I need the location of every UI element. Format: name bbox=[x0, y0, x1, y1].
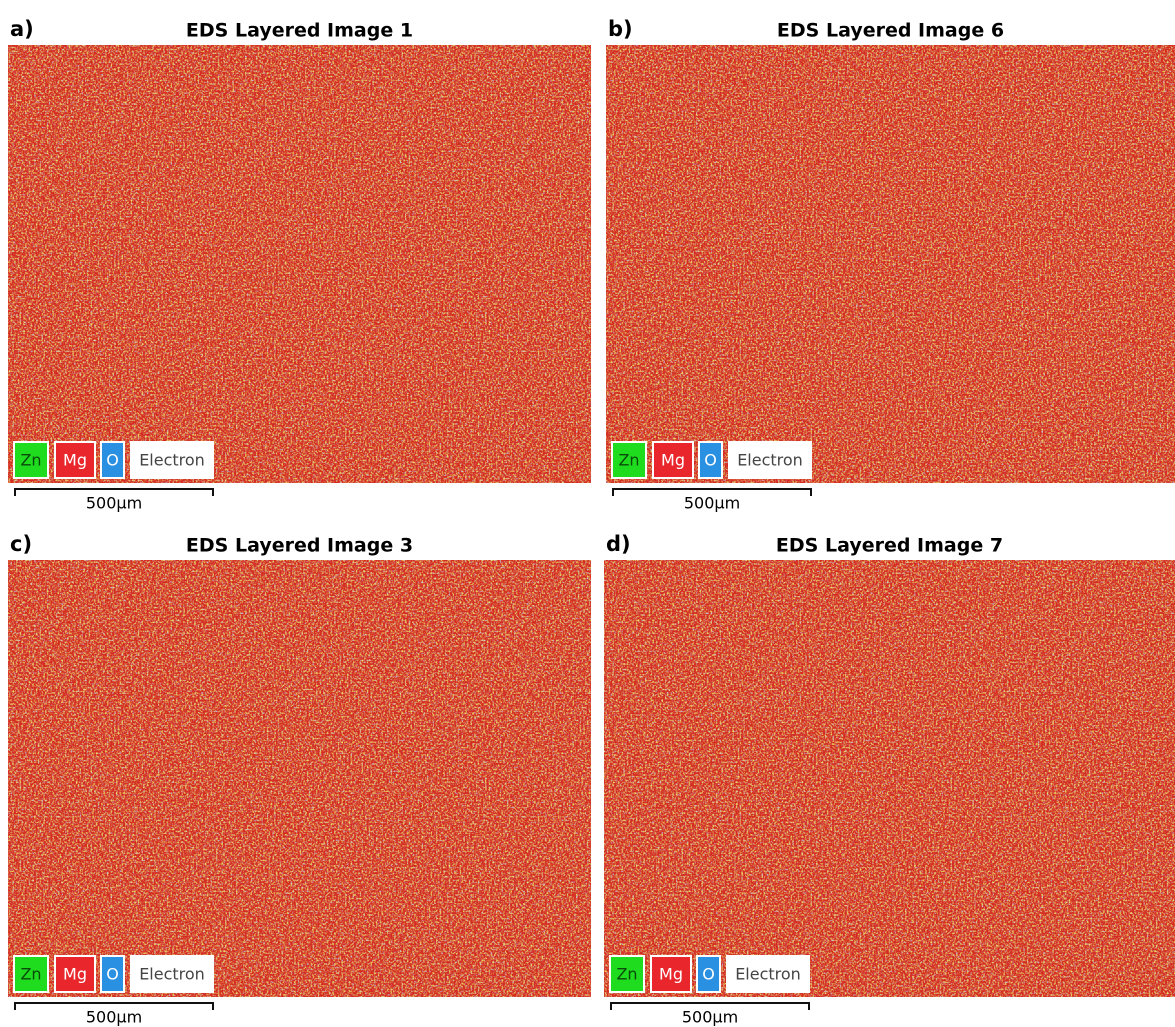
legend-label: Zn bbox=[616, 965, 637, 984]
figure: a) EDS Layered Image 1 Zn Mg O Electron 500µm b… bbox=[0, 0, 1175, 1027]
scale-bar-label: 500µm bbox=[682, 1008, 738, 1027]
panel-label: d) bbox=[606, 532, 631, 556]
panel-title: EDS Layered Image 3 bbox=[186, 535, 413, 557]
panel-title: EDS Layered Image 1 bbox=[186, 20, 413, 42]
legend-label: Mg bbox=[63, 451, 87, 470]
panel-title: EDS Layered Image 7 bbox=[776, 535, 1003, 557]
legend-label: Zn bbox=[20, 965, 41, 984]
legend-label: Electron bbox=[139, 451, 205, 470]
legend-label: O bbox=[702, 965, 715, 984]
eds-speckle bbox=[8, 560, 591, 997]
legend-label: Mg bbox=[63, 965, 87, 984]
legend-label: Mg bbox=[659, 965, 683, 984]
legend-label: O bbox=[106, 451, 119, 470]
eds-speckle bbox=[606, 45, 1175, 483]
panel-title: EDS Layered Image 6 bbox=[777, 20, 1004, 42]
eds-speckle bbox=[8, 45, 591, 483]
legend-label: Electron bbox=[737, 451, 803, 470]
panel-label: c) bbox=[10, 532, 32, 556]
legend-label: Electron bbox=[735, 965, 801, 984]
scale-bar-label: 500µm bbox=[86, 1008, 142, 1027]
legend-label: O bbox=[106, 965, 119, 984]
legend-label: Zn bbox=[618, 451, 639, 470]
panel-label: a) bbox=[10, 17, 34, 41]
legend-label: O bbox=[704, 451, 717, 470]
scale-bar-label: 500µm bbox=[86, 494, 142, 513]
legend-label: Electron bbox=[139, 965, 205, 984]
legend-label: Zn bbox=[20, 451, 41, 470]
eds-speckle bbox=[604, 560, 1175, 997]
scale-bar-label: 500µm bbox=[684, 494, 740, 513]
panel-label: b) bbox=[608, 17, 633, 41]
legend-label: Mg bbox=[661, 451, 685, 470]
